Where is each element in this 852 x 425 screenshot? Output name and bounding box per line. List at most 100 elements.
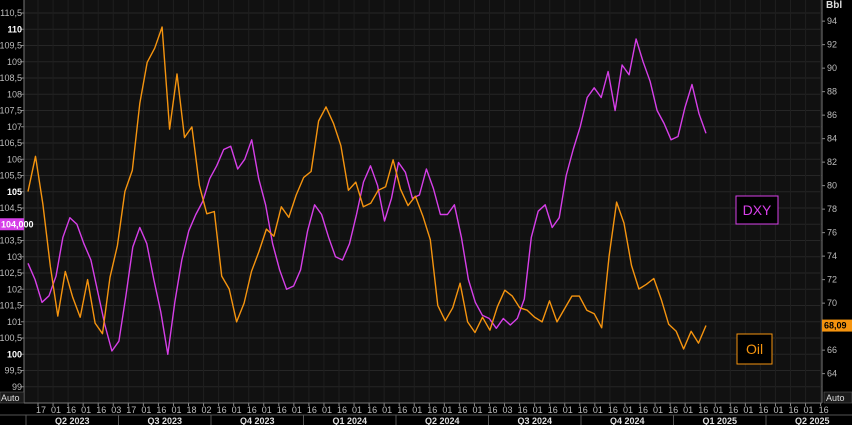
left-tick-label: 109	[7, 57, 22, 67]
x-tick-label: 16	[788, 405, 798, 415]
x-tick-label: 02	[202, 405, 212, 415]
legend-box-dxy	[735, 195, 779, 225]
right-auto-label: Auto	[826, 393, 845, 403]
x-tick-label: 01	[773, 405, 783, 415]
series-line-dxy	[27, 38, 707, 355]
quarter-label: Q3 2024	[517, 416, 552, 425]
quarter-label: Q2 2024	[425, 416, 460, 425]
right-tick-label: 66	[827, 345, 837, 355]
right-tick-label: 82	[827, 157, 837, 167]
x-tick-label: 16	[487, 405, 497, 415]
x-tick-label: 01	[623, 405, 633, 415]
x-tick-label: 16	[548, 405, 558, 415]
x-tick-label: 16	[638, 405, 648, 415]
left-tick-label: 109,5	[0, 41, 22, 51]
x-tick-label: 01	[593, 405, 603, 415]
right-tick-label: 72	[827, 275, 837, 285]
x-tick-label: 01	[81, 405, 91, 415]
x-tick-label: 16	[397, 405, 407, 415]
left-tick-label: 99,5	[4, 366, 22, 376]
x-tick-label: 17	[36, 405, 46, 415]
quarter-label: Q1 2025	[702, 416, 737, 425]
right-tick-label: 74	[827, 251, 837, 261]
right-current-value-tag: 68,09	[822, 319, 852, 332]
x-tick-label: 01	[51, 405, 61, 415]
quarter-label: Q2 2025	[795, 416, 830, 425]
x-tick-label: 01	[472, 405, 482, 415]
right-tick-label: 80	[827, 181, 837, 191]
x-axis: 17 01 16 01 16 03 17 01 16 01 18 02 16 01 16 01 16 01 16 01…	[0, 402, 852, 425]
left-tick-label: 99	[12, 382, 22, 392]
left-current-value-tag: 104,000	[0, 218, 34, 231]
right-tick-label: 78	[827, 204, 837, 214]
x-tick-label: 16	[518, 405, 528, 415]
series-line-oil	[27, 26, 707, 350]
x-tick-label: 16	[367, 405, 377, 415]
quarter-label: Q3 2023	[147, 416, 182, 425]
left-tick-label: 108	[7, 89, 22, 99]
left-current-value: 104,000	[1, 219, 34, 229]
x-tick-label: 16	[66, 405, 76, 415]
x-tick-label: 01	[262, 405, 272, 415]
right-tick-label: 92	[827, 40, 837, 50]
x-tick-label: 01	[563, 405, 573, 415]
x-tick-label: 01	[141, 405, 151, 415]
x-tick-label: 17	[126, 405, 136, 415]
left-tick-label: 104,5	[0, 203, 22, 213]
x-tick-label: 16	[277, 405, 287, 415]
quarter-label: Q4 2024	[610, 416, 645, 425]
right-current-value: 68,09	[824, 321, 847, 331]
x-tick-label: 01	[683, 405, 693, 415]
x-tick-label: 16	[668, 405, 678, 415]
x-tick-label: 16	[608, 405, 618, 415]
x-tick-label: 01	[352, 405, 362, 415]
left-tick-label: 100	[7, 349, 22, 359]
left-tick-label: 100,5	[0, 333, 22, 343]
legend-label-oil: Oil	[746, 341, 763, 357]
right-tick-label: 64	[827, 369, 837, 379]
right-auto-button[interactable]: Auto	[823, 391, 852, 404]
left-tick-label: 105,5	[0, 171, 22, 181]
left-tick-label: 102,5	[0, 268, 22, 278]
left-auto-label: Auto	[1, 393, 20, 403]
left-tick-label: 101	[7, 317, 22, 327]
x-tick-label: 16	[217, 405, 227, 415]
x-tick-label: 16	[337, 405, 347, 415]
quarter-label: Q1 2024	[332, 416, 367, 425]
x-tick-label: 16	[457, 405, 467, 415]
x-tick-label: 03	[503, 405, 513, 415]
left-auto-button[interactable]: Auto	[0, 391, 25, 404]
legend-layer: DXY Oil	[735, 195, 779, 365]
x-tick-label: 01	[322, 405, 332, 415]
right-tick-label: 90	[827, 63, 837, 73]
x-tick-label: 03	[111, 405, 121, 415]
quarter-label: Q2 2023	[55, 416, 90, 425]
left-tick-label: 106	[7, 154, 22, 164]
right-tick-label: 94	[827, 16, 837, 26]
right-tick-label: 76	[827, 228, 837, 238]
x-tick-label: 16	[578, 405, 588, 415]
x-tick-label: 01	[442, 405, 452, 415]
left-tick-label: 105	[7, 187, 22, 197]
left-tick-label: 110,5	[0, 8, 22, 18]
right-tick-label: 88	[827, 87, 837, 97]
left-tick-label: 107,5	[0, 106, 22, 116]
x-tick-label: 01	[232, 405, 242, 415]
left-tick-label: 103,5	[0, 236, 22, 246]
right-tick-label: 84	[827, 134, 837, 144]
x-tick-label: 01	[804, 405, 814, 415]
left-tick-label: 102	[7, 284, 22, 294]
right-axis-unit-label: Bbl	[826, 0, 842, 11]
x-tick-label: 16	[758, 405, 768, 415]
x-tick-label: 16	[819, 405, 829, 415]
x-tick-label: 01	[382, 405, 392, 415]
x-tick-label: 01	[171, 405, 181, 415]
x-tick-label: 18	[186, 405, 196, 415]
x-tick-label: 16	[698, 405, 708, 415]
x-tick-label: 01	[743, 405, 753, 415]
x-tick-label: 01	[292, 405, 302, 415]
left-tick-label: 107	[7, 122, 22, 132]
x-tick-label: 16	[247, 405, 257, 415]
x-tick-label: 16	[427, 405, 437, 415]
